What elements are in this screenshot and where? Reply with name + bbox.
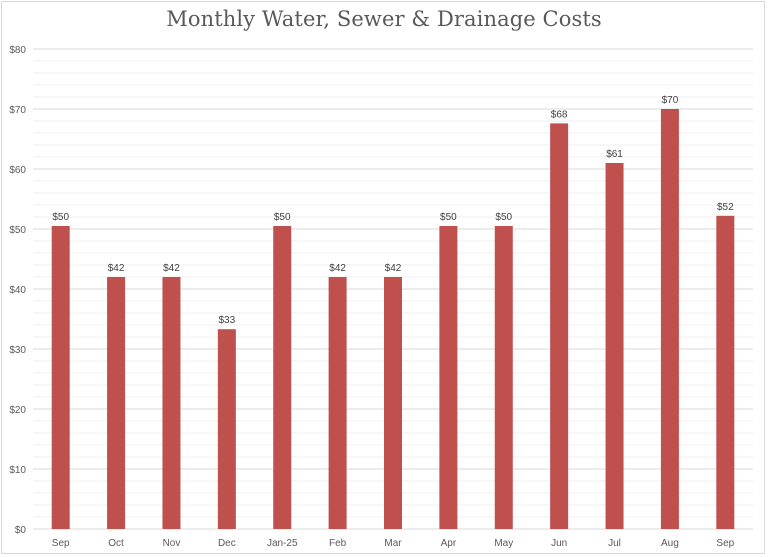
- x-tick-label: Oct: [108, 538, 124, 549]
- bar: [51, 226, 70, 529]
- data-label: $42: [108, 263, 125, 274]
- y-tick-label: $10: [9, 465, 26, 476]
- bar: [660, 109, 679, 529]
- data-label: $50: [440, 212, 457, 223]
- x-tick-label: Dec: [218, 538, 236, 549]
- x-tick-label: Jan-25: [267, 538, 298, 549]
- y-tick-label: $60: [9, 165, 26, 176]
- chart-title: Monthly Water, Sewer & Drainage Costs: [166, 7, 602, 31]
- x-tick-label: Sep: [716, 538, 734, 549]
- y-tick-label: $30: [9, 345, 26, 356]
- data-label: $50: [495, 212, 512, 223]
- x-tick-label: Jun: [551, 538, 567, 549]
- bar: [716, 215, 735, 530]
- y-tick-label: $20: [9, 405, 26, 416]
- data-label: $42: [329, 263, 346, 274]
- data-label: $61: [606, 149, 623, 160]
- x-tick-label: Apr: [441, 538, 457, 549]
- data-label: $42: [385, 263, 402, 274]
- data-label: $33: [219, 315, 236, 326]
- y-tick-label: $80: [9, 45, 26, 56]
- bar: [162, 277, 181, 529]
- data-label: $52: [717, 202, 734, 213]
- y-tick-label: $70: [9, 105, 26, 116]
- bar: [107, 277, 126, 529]
- x-tick-label: Feb: [329, 538, 347, 549]
- bar: [550, 123, 569, 530]
- y-tick-label: $40: [9, 285, 26, 296]
- bar: [273, 226, 292, 529]
- bar: [328, 277, 347, 529]
- y-tick-label: $0: [15, 525, 27, 536]
- x-tick-label: Nov: [163, 538, 181, 549]
- x-tick-label: Jul: [608, 538, 621, 549]
- x-tick-label: Mar: [384, 538, 402, 549]
- data-label: $50: [274, 212, 291, 223]
- data-label: $50: [52, 212, 69, 223]
- bar: [494, 226, 513, 529]
- x-tick-label: Sep: [52, 538, 70, 549]
- y-tick-label: $50: [9, 225, 26, 236]
- data-label: $70: [662, 95, 679, 106]
- data-labels: $50 $42 $42 $33 $50 $42 $42 $50 $50 $68 $61 $70 $52: [52, 95, 734, 326]
- y-axis: $0 $10 $20 $30 $40 $50 $60 $70 $80: [9, 45, 26, 536]
- bar: [605, 163, 624, 529]
- x-axis: Sep Oct Nov Dec Jan-25 Feb Mar Apr May Jun Jul Aug S…: [52, 538, 735, 549]
- data-label: $68: [551, 109, 568, 120]
- bar: [384, 277, 402, 529]
- data-label: $42: [163, 263, 180, 274]
- bars: [51, 109, 735, 530]
- bar: [439, 226, 458, 529]
- bar: [217, 329, 236, 529]
- x-tick-label: Aug: [661, 538, 679, 549]
- x-tick-label: May: [494, 538, 513, 549]
